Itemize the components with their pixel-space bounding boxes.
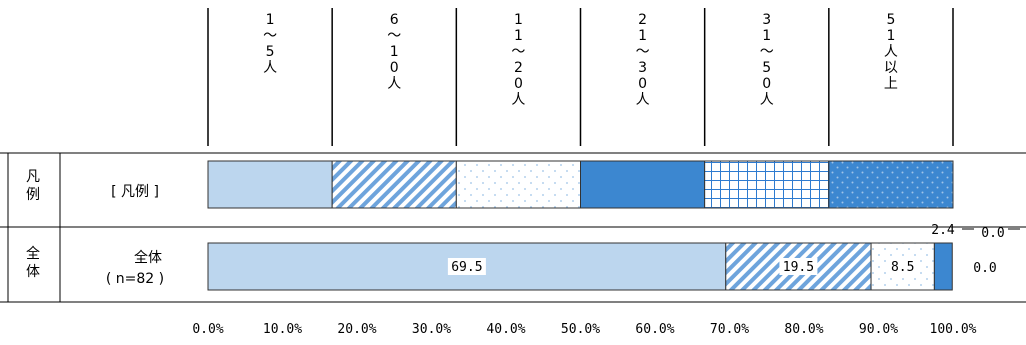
- header-category-char: 1: [886, 28, 895, 44]
- data-label-bg: [447, 258, 486, 275]
- legend-swatch: [580, 160, 706, 209]
- group-label-total: 体: [26, 264, 40, 280]
- header-category-char: 0: [762, 76, 771, 92]
- header-category-char: 人: [884, 44, 898, 60]
- header-category-char: 0: [638, 76, 647, 92]
- legend-swatch: [455, 160, 582, 209]
- header-category-char: 0: [514, 76, 523, 92]
- header-category-char: 上: [884, 76, 898, 92]
- row-label-total-n: ( n=82 ): [106, 271, 164, 287]
- x-tick-label: 90.0%: [859, 322, 898, 337]
- legend-swatch: [704, 160, 830, 209]
- x-tick-label: 40.0%: [486, 322, 525, 337]
- header-category-char: 6: [390, 12, 399, 28]
- header-category-char: 2: [514, 60, 523, 76]
- header-category-char: 1: [266, 12, 275, 28]
- bar-segment: [870, 242, 935, 291]
- header-category-char: 人: [760, 92, 774, 108]
- table-grid: [0, 152, 1026, 303]
- x-tick-label: 70.0%: [710, 322, 749, 337]
- header-category-char: 1: [638, 28, 647, 44]
- header-category-char: 3: [762, 12, 771, 28]
- bars: 69.5 19.5 8.5 2.4 0.0 0.0: [207, 160, 1020, 291]
- data-label-outside: 0.0: [981, 226, 1004, 241]
- group-label-legend: 凡: [26, 169, 40, 185]
- x-tick-label: 0.0%: [192, 322, 223, 337]
- group-label-total: 全: [26, 245, 40, 262]
- header-category-char: 5: [886, 12, 895, 28]
- legend-swatch: [828, 160, 954, 209]
- data-label-bg: [887, 258, 918, 275]
- data-label-outside: 2.4: [931, 223, 955, 238]
- x-tick-label: 60.0%: [635, 322, 674, 337]
- header-category-char: 〜: [636, 44, 650, 60]
- header-category-char: 〜: [760, 44, 774, 60]
- bar-segment: [933, 242, 953, 291]
- header-category-char: 5: [762, 60, 771, 76]
- header-category-char: 0: [390, 60, 399, 76]
- header-category-char: 以: [884, 60, 898, 76]
- header-category-char: 1: [390, 44, 399, 60]
- header-category-char: 人: [511, 92, 525, 108]
- x-tick-label: 50.0%: [561, 322, 600, 337]
- row-labels: 凡例 [ 凡例 ] 全体 全体 ( n=82 ): [26, 169, 164, 287]
- x-tick-label: 80.0%: [784, 322, 823, 337]
- legend-swatch: [207, 160, 333, 209]
- header-category-char: 〜: [511, 44, 525, 60]
- data-label: 19.5: [783, 260, 814, 275]
- data-label-outside: 0.0: [973, 261, 996, 276]
- header-category-char: 2: [638, 12, 647, 28]
- data-label-bg: [779, 258, 818, 275]
- x-tick-label: 30.0%: [412, 322, 451, 337]
- data-label: 69.5: [451, 260, 482, 275]
- legend-swatch: [331, 160, 457, 209]
- header-category-char: 人: [263, 60, 277, 76]
- header-category-char: 〜: [263, 28, 277, 44]
- row-label-total: 全体: [134, 249, 162, 266]
- row-label-legend: [ 凡例 ]: [111, 184, 159, 200]
- header-category-char: 5: [266, 44, 275, 60]
- data-label: 8.5: [891, 260, 914, 275]
- group-label-legend: 例: [26, 187, 40, 203]
- header-category-char: 人: [636, 92, 650, 108]
- x-tick-label: 10.0%: [263, 322, 302, 337]
- header-category-char: 1: [514, 28, 523, 44]
- header-category-char: 3: [638, 60, 647, 76]
- header-category-char: 1: [514, 12, 523, 28]
- x-axis: 0.0% 10.0% 20.0% 30.0% 40.0% 50.0% 60.0% 70.0% 8…: [192, 322, 976, 337]
- header-category-char: 1: [762, 28, 771, 44]
- header-category-char: 〜: [387, 28, 401, 44]
- x-tick-label: 100.0%: [930, 322, 977, 337]
- header-category-char: 人: [387, 76, 401, 92]
- x-tick-label: 20.0%: [337, 322, 376, 337]
